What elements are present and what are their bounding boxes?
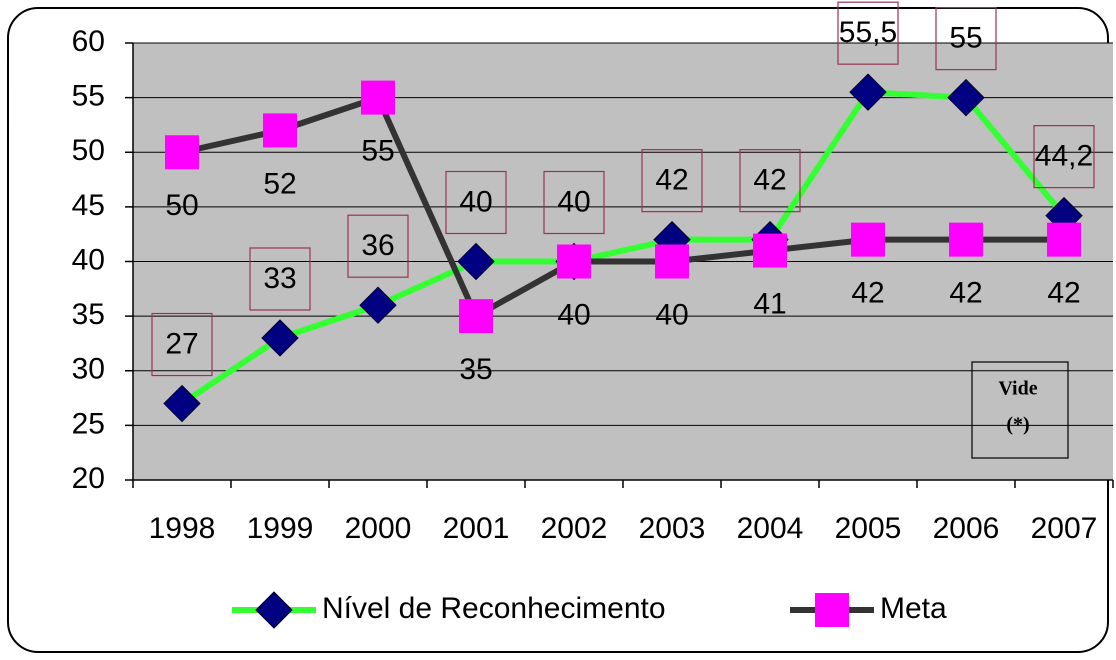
data-label: 40 bbox=[655, 298, 688, 331]
y-tick-label: 55 bbox=[72, 80, 105, 113]
data-label-box bbox=[347, 214, 409, 278]
x-tick-label: 2000 bbox=[345, 512, 412, 545]
data-label-box bbox=[837, 1, 899, 65]
data-marker bbox=[949, 222, 983, 257]
data-marker bbox=[359, 286, 397, 324]
data-marker bbox=[851, 222, 885, 257]
data-label-box bbox=[543, 170, 605, 235]
data-label: 36 bbox=[361, 229, 394, 262]
data-label-box bbox=[641, 149, 703, 213]
data-label: 40 bbox=[557, 298, 590, 331]
y-tick-label: 30 bbox=[72, 353, 105, 386]
y-tick-label: 45 bbox=[72, 189, 105, 222]
data-label: 42 bbox=[851, 277, 884, 310]
data-marker bbox=[849, 73, 887, 111]
series-line bbox=[180, 89, 1067, 407]
x-tick-label: 2007 bbox=[1031, 512, 1098, 545]
annotation: Vide bbox=[998, 378, 1037, 400]
y-tick-label: 35 bbox=[72, 298, 105, 331]
data-label: 40 bbox=[557, 185, 590, 218]
data-label-box bbox=[1033, 125, 1095, 189]
data-label: 42 bbox=[753, 164, 786, 197]
data-label: 55,5 bbox=[839, 16, 897, 49]
data-label: 40 bbox=[459, 185, 492, 218]
x-tick-label: 2001 bbox=[443, 512, 510, 545]
data-label: 42 bbox=[655, 164, 688, 197]
data-label: 42 bbox=[1047, 277, 1080, 310]
x-tick-label: 1998 bbox=[149, 512, 216, 545]
data-label-box bbox=[249, 247, 311, 311]
data-label-box bbox=[935, 7, 997, 71]
data-label: 50 bbox=[165, 189, 198, 222]
data-label-box bbox=[739, 149, 801, 213]
legend-marker bbox=[255, 591, 293, 629]
data-marker bbox=[165, 135, 199, 170]
x-tick-label: 2005 bbox=[835, 512, 902, 545]
y-tick-label: 40 bbox=[72, 243, 105, 276]
series-line bbox=[181, 93, 1064, 321]
data-marker bbox=[361, 80, 395, 115]
data-label-box bbox=[151, 312, 213, 377]
data-marker bbox=[655, 244, 689, 279]
x-tick-label: 2004 bbox=[737, 512, 804, 545]
data-label: 35 bbox=[459, 353, 492, 386]
x-tick-label: 2003 bbox=[639, 512, 706, 545]
data-marker bbox=[459, 299, 493, 334]
annotation: (*) bbox=[1006, 414, 1029, 436]
data-label: 27 bbox=[165, 327, 198, 360]
data-label: 44,2 bbox=[1035, 140, 1093, 173]
data-marker bbox=[753, 233, 787, 268]
data-marker bbox=[263, 113, 297, 148]
data-marker bbox=[261, 319, 299, 357]
data-label: 55 bbox=[361, 135, 394, 168]
y-tick-label: 50 bbox=[72, 134, 105, 167]
legend-label: Meta bbox=[880, 592, 947, 625]
data-label: 55 bbox=[949, 22, 982, 55]
y-tick-label: 20 bbox=[72, 462, 105, 495]
data-marker bbox=[1047, 222, 1081, 257]
data-marker bbox=[947, 78, 985, 117]
annotation-box bbox=[971, 361, 1069, 459]
data-marker bbox=[557, 244, 591, 279]
y-tick-label: 60 bbox=[72, 25, 105, 58]
x-tick-label: 1999 bbox=[247, 512, 314, 545]
legend-marker bbox=[815, 593, 849, 627]
data-label: 41 bbox=[753, 287, 786, 320]
data-label: 42 bbox=[949, 277, 982, 310]
x-tick-label: 2002 bbox=[541, 512, 608, 545]
data-marker bbox=[163, 384, 201, 423]
legend-label: Nível de Reconhecimento bbox=[322, 592, 666, 625]
data-marker bbox=[457, 242, 495, 281]
x-tick-label: 2006 bbox=[933, 512, 1000, 545]
data-label: 52 bbox=[263, 167, 296, 200]
data-label: 33 bbox=[263, 262, 296, 295]
y-tick-label: 25 bbox=[72, 407, 105, 440]
data-label-box bbox=[445, 170, 507, 235]
